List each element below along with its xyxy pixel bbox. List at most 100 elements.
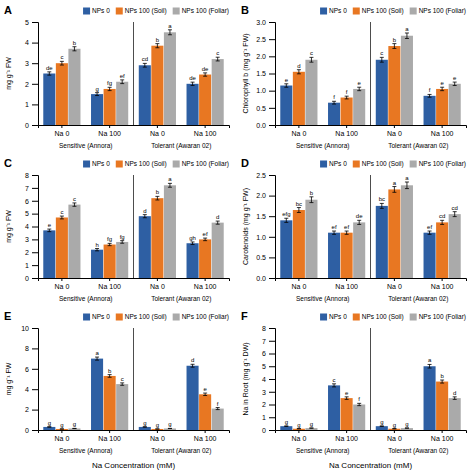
y-tick-label: 7: [262, 337, 266, 344]
y-tick: 1.5: [256, 213, 275, 220]
y-tick-label: 0: [25, 275, 29, 282]
error-bar-cap: [345, 234, 349, 235]
marks: [280, 33, 460, 125]
y-tick-label: 0.5: [256, 254, 266, 261]
y-tick-mark: [32, 188, 38, 189]
bar: [139, 216, 151, 278]
error-bar: [191, 82, 195, 85]
legend-item: NPs 100 (Foliar): [410, 160, 466, 168]
error-bar-cap: [203, 240, 207, 241]
error-bar-stem: [334, 101, 335, 104]
panel-label: D: [241, 157, 249, 169]
y-tick: 4: [25, 223, 38, 230]
y-tick-mark: [32, 125, 38, 126]
panel: 0.00.51.01.52.02.5Na 0Na 100Na 0Na 100ef…: [241, 157, 467, 303]
y-axis-title: Carotenoids (mg g⁻¹ FW): [242, 188, 250, 265]
bar: [164, 428, 176, 430]
y-tick: 0.5: [256, 254, 275, 261]
y-tick-label: 3: [262, 388, 266, 395]
error-bar-stem: [381, 203, 382, 208]
bar: [164, 32, 176, 125]
y-tick-mark: [269, 216, 275, 217]
x-tick-label: Na 0: [387, 130, 402, 137]
legend-item: NPs 100 (Foliar): [173, 160, 229, 168]
marks: [43, 357, 223, 430]
marks: [43, 30, 223, 125]
x-tick: Na 100: [431, 125, 454, 137]
error-bar-cap: [203, 393, 207, 394]
error-bar-stem: [97, 93, 98, 96]
y-tick: 1.0: [256, 87, 275, 94]
error-bar: [380, 425, 384, 427]
legend: NPs 0NPs 100 (Soil)NPs 100 (Foliar): [320, 160, 466, 168]
y-tick-label: 2.0: [256, 192, 266, 199]
y-tick-mark: [32, 84, 38, 85]
error-bar-cap: [297, 207, 301, 208]
error-bar-stem: [169, 183, 170, 187]
significance-letter: gh: [189, 235, 196, 241]
significance-letter: de: [356, 213, 363, 219]
error-bar: [405, 182, 409, 189]
error-bar-stem: [298, 70, 299, 74]
error-bar: [155, 428, 159, 429]
bar: [280, 220, 292, 278]
error-bar-cap: [216, 221, 220, 222]
bar: [116, 242, 128, 278]
error-bar-cap: [47, 71, 51, 72]
error-bar-stem: [334, 231, 335, 234]
x-tick: Na 0: [54, 430, 69, 442]
error-bar-stem: [192, 364, 193, 367]
error-bar: [332, 101, 336, 104]
error-bar: [155, 196, 159, 200]
error-bar: [216, 57, 220, 61]
y-tick-mark: [269, 125, 275, 126]
error-bar-cap: [95, 360, 99, 361]
error-bar-cap: [345, 399, 349, 400]
x-tick-label: Na 0: [387, 435, 402, 442]
error-bar-stem: [286, 84, 287, 87]
significance-letter: g: [393, 422, 396, 428]
y-axis: 012345678: [262, 325, 275, 434]
legend-swatch: [353, 314, 360, 321]
error-bar-cap: [453, 82, 457, 83]
error-bar: [203, 238, 207, 241]
significance-letter: efg: [282, 211, 290, 217]
error-bar: [297, 428, 301, 429]
significance-letter: b: [156, 37, 160, 43]
bar: [401, 428, 413, 430]
y-tick-label: 4: [25, 223, 29, 230]
legend: NPs 0NPs 100 (Soil)NPs 100 (Foliar): [83, 313, 229, 321]
bar: [56, 429, 68, 430]
error-bar-stem: [144, 215, 145, 218]
error-bar-cap: [405, 32, 409, 33]
bar: [68, 428, 80, 430]
panel: 012345Na 0Na 100Na 0Na 100degcddecfgbdeb…: [4, 4, 230, 150]
x-tick-label: Na 100: [98, 283, 121, 290]
separator-line: [133, 22, 134, 125]
error-bar-cap: [440, 220, 444, 221]
x-tick-label: Na 100: [194, 283, 217, 290]
error-bar-cap: [155, 199, 159, 200]
legend-swatch: [116, 161, 123, 168]
y-tick: 4: [262, 376, 275, 383]
y-tick-label: 5: [25, 19, 29, 26]
error-bar: [120, 80, 124, 84]
error-bar-cap: [155, 47, 159, 48]
y-tick-label: 2: [25, 81, 29, 88]
cultivar-label: Sensitive (Annora): [296, 142, 349, 150]
error-bar-stem: [359, 87, 360, 90]
significance-letter: e: [203, 386, 207, 392]
panel-label: C: [4, 157, 12, 169]
legend-item: NPs 100 (Foliar): [410, 313, 466, 321]
error-bar: [332, 231, 336, 234]
error-bar-cap: [297, 212, 301, 213]
bar: [280, 86, 292, 125]
bar: [151, 198, 163, 278]
significance-letter: cd: [439, 213, 445, 219]
y-tick: 6: [25, 197, 38, 204]
error-bar-cap: [191, 364, 195, 365]
x-tick: Na 100: [98, 430, 121, 442]
error-bar: [357, 403, 361, 405]
cultivar-label: Sensitive (Annora): [59, 447, 112, 455]
bar: [328, 103, 340, 125]
